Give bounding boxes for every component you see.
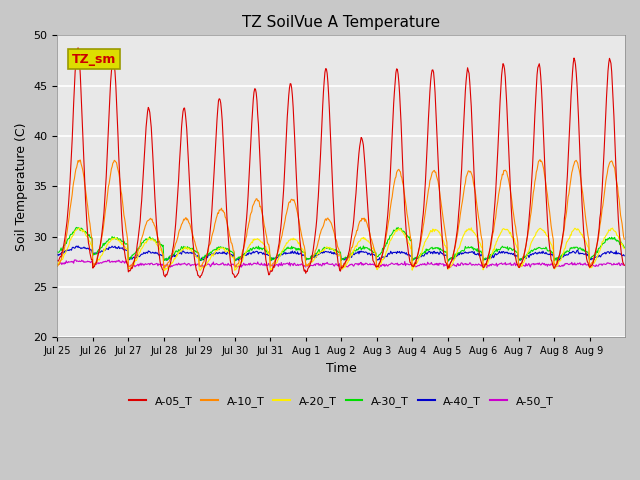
- A-20_T: [467, 225, 475, 231]
- A-10_T: [400, 189, 408, 194]
- A-30_T: [225, 249, 233, 254]
- A-05_T: [74, 45, 82, 51]
- A-50_T: [54, 262, 61, 267]
- A-30_T: [54, 249, 61, 255]
- Text: TZ_sm: TZ_sm: [72, 52, 116, 65]
- A-10_T: [275, 247, 282, 252]
- A-05_T: [620, 262, 628, 268]
- A-05_T: [401, 207, 408, 213]
- A-40_T: [225, 250, 233, 256]
- A-20_T: [400, 232, 408, 238]
- A-10_T: [536, 156, 544, 162]
- A-30_T: [400, 228, 408, 234]
- A-20_T: [275, 257, 282, 263]
- A-10_T: [620, 236, 628, 242]
- A-10_T: [253, 196, 260, 202]
- Line: A-30_T: A-30_T: [58, 228, 624, 261]
- A-20_T: [54, 261, 61, 267]
- A-05_T: [196, 275, 204, 280]
- A-10_T: [54, 264, 61, 269]
- Legend: A-05_T, A-10_T, A-20_T, A-30_T, A-40_T, A-50_T: A-05_T, A-10_T, A-20_T, A-30_T, A-40_T, …: [125, 391, 558, 411]
- A-40_T: [253, 249, 260, 254]
- A-10_T: [160, 265, 168, 271]
- A-40_T: [275, 253, 282, 259]
- A-05_T: [54, 257, 61, 263]
- A-40_T: [445, 258, 452, 264]
- A-50_T: [226, 262, 234, 268]
- A-10_T: [225, 228, 233, 234]
- A-50_T: [121, 260, 129, 266]
- Line: A-40_T: A-40_T: [58, 246, 624, 261]
- A-30_T: [253, 245, 260, 251]
- A-40_T: [54, 252, 61, 257]
- A-50_T: [275, 261, 283, 266]
- A-20_T: [120, 243, 128, 249]
- Line: A-50_T: A-50_T: [58, 260, 624, 268]
- A-30_T: [121, 240, 129, 246]
- A-50_T: [254, 259, 262, 265]
- A-05_T: [254, 112, 262, 118]
- Y-axis label: Soil Temperature (C): Soil Temperature (C): [15, 122, 28, 251]
- A-50_T: [72, 257, 80, 263]
- Line: A-20_T: A-20_T: [58, 228, 624, 271]
- A-30_T: [73, 225, 81, 230]
- A-50_T: [401, 259, 408, 264]
- A-10_T: [432, 169, 440, 175]
- A-50_T: [161, 265, 168, 271]
- A-30_T: [275, 252, 282, 258]
- A-40_T: [121, 247, 129, 253]
- A-10_T: [120, 212, 128, 218]
- A-20_T: [432, 227, 440, 233]
- A-05_T: [226, 250, 234, 256]
- Title: TZ SoilVue A Temperature: TZ SoilVue A Temperature: [242, 15, 440, 30]
- A-05_T: [121, 249, 129, 255]
- A-50_T: [433, 261, 440, 266]
- A-05_T: [275, 240, 283, 246]
- Line: A-05_T: A-05_T: [58, 48, 624, 277]
- A-30_T: [620, 244, 628, 250]
- A-30_T: [445, 258, 452, 264]
- A-05_T: [433, 123, 440, 129]
- A-20_T: [253, 237, 260, 242]
- A-40_T: [432, 250, 440, 255]
- A-40_T: [74, 243, 82, 249]
- A-40_T: [400, 250, 408, 255]
- A-50_T: [620, 263, 628, 268]
- Line: A-10_T: A-10_T: [58, 159, 624, 268]
- A-30_T: [432, 245, 440, 251]
- X-axis label: Time: Time: [326, 362, 356, 375]
- A-40_T: [620, 253, 628, 259]
- A-20_T: [225, 250, 233, 256]
- A-20_T: [620, 246, 628, 252]
- A-20_T: [161, 268, 168, 274]
